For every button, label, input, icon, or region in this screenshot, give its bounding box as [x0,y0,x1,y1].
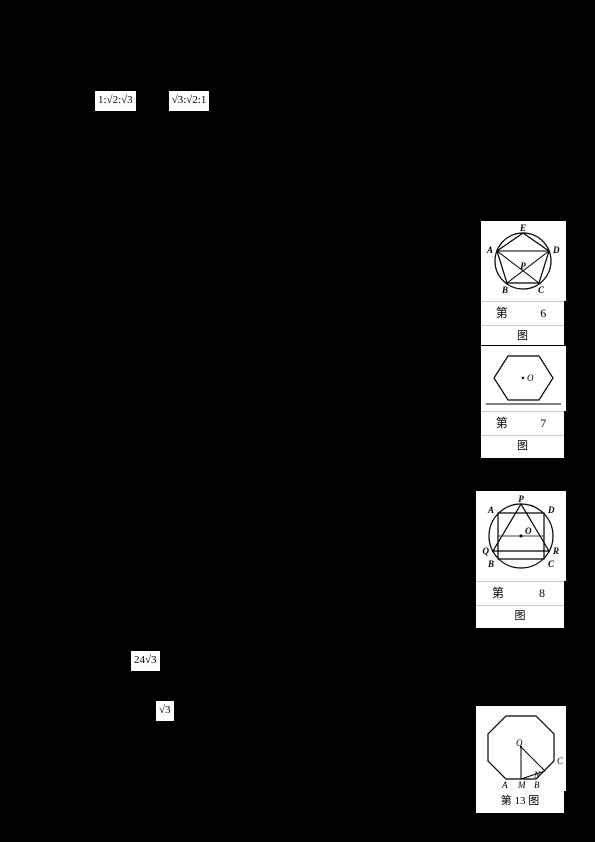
label-R: R [552,546,559,556]
math-expr-2: √3:√2:1 [168,90,211,112]
figure-6-caption: 第 6 [481,301,564,325]
label-A: A [486,245,493,255]
label-Q: Q [483,546,490,556]
options-row: 1:√2:√3 √3:√2:1 [70,90,525,112]
label-O: O [525,526,532,536]
figure-8: P A D O Q R B C 第 8 图 [475,490,565,629]
label-P: P [518,494,524,504]
label-O: O [527,373,534,383]
label-M: M [517,780,526,790]
label-N: N [533,770,541,780]
figure-13: O C N A M B 第 13 图 [475,705,565,814]
math-expr-3: 24√3 [130,650,161,672]
label-D: D [547,505,555,515]
label-C: C [548,559,555,569]
label-B: B [501,285,508,295]
label-C: C [538,285,545,295]
label-O: O [516,738,523,748]
figure-7-caption: 第 7 [481,411,564,435]
math-expr-4: √3 [155,700,175,722]
label-B: B [487,559,494,569]
label-C: C [557,756,564,766]
figure-13-caption: 第 13 图 [476,791,564,813]
label-D: D [552,245,560,255]
figure-7-caption-suffix: 图 [481,435,564,458]
math-expr-1: 1:√2:√3 [94,90,137,112]
label-A: A [501,780,508,790]
label-B: B [534,780,540,790]
figure-7: O 第 7 图 [480,345,565,459]
label-P: P [520,261,526,271]
figure-6: E A D P B C 第 6 图 [480,220,565,349]
label-A: A [487,505,494,515]
figure-8-caption: 第 8 [476,581,564,605]
label-E: E [519,223,526,233]
figure-8-caption-suffix: 图 [476,605,564,628]
